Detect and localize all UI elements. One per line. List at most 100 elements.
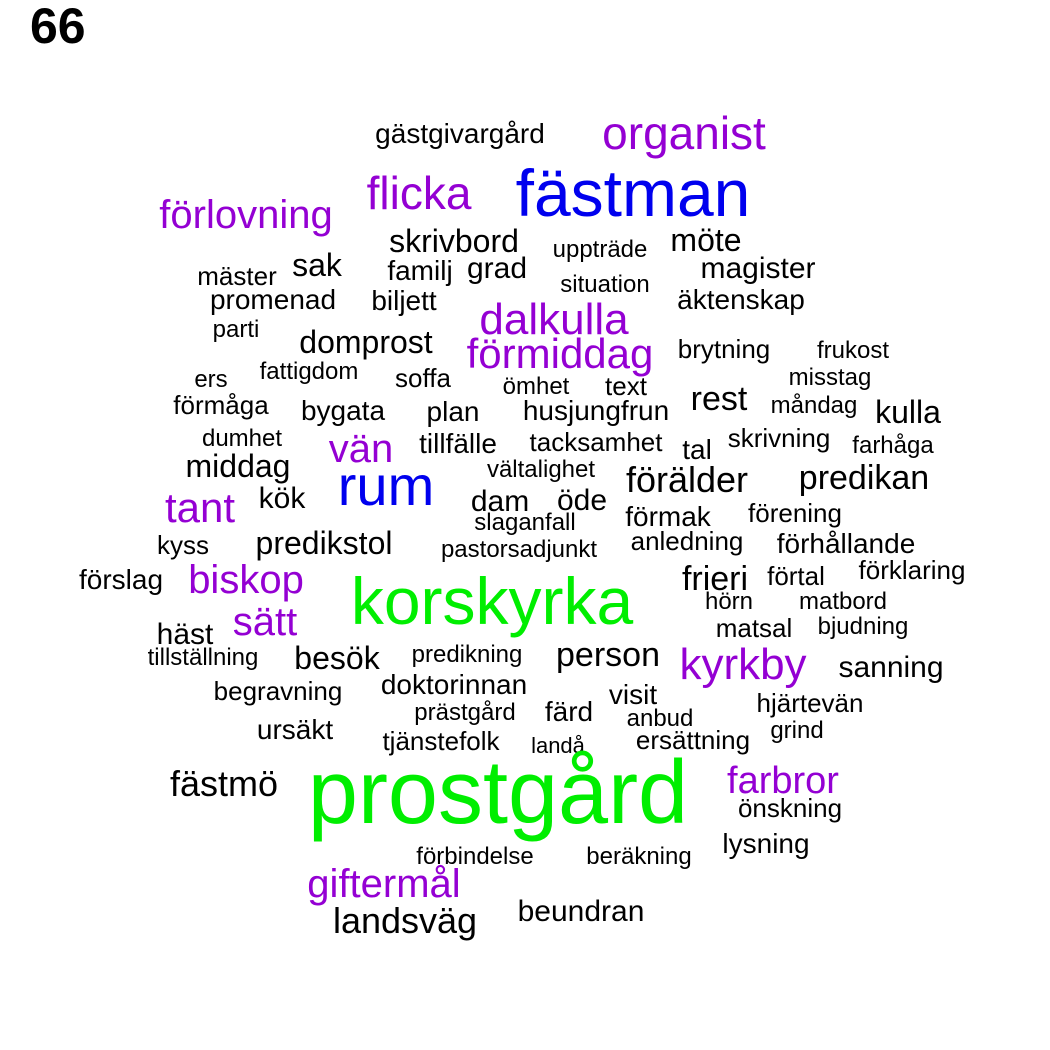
word-plan: plan [426,396,480,427]
word-upptrade: uppträde [552,236,648,263]
word-forlovning: förlovning [159,193,333,237]
word-foralder: förälder [625,459,749,500]
word-fattigdom: fattigdom [259,358,359,385]
word-brytning: brytning [677,334,771,364]
word-kyrkby: kyrkby [679,640,807,689]
word-farbror: farbror [727,760,839,802]
word-forslag: förslag [78,564,164,595]
word-frukost: frukost [816,337,890,364]
word-omhet: ömhet [502,373,570,400]
word-promenad: promenad [209,284,337,315]
word-fortal: förtal [767,561,825,591]
word-landa: landå [531,733,585,758]
word-doktorinnan: doktorinnan [380,669,528,700]
word-forbindelse: förbindelse [416,843,534,870]
word-begravning: begravning [213,676,343,706]
word-grind: grind [770,717,824,744]
word-ursakt: ursäkt [256,714,334,745]
word-fastman: fästman [515,156,751,230]
word-kok: kök [258,482,306,515]
word-master: mäster [197,261,277,291]
word-hast: häst [156,618,214,651]
word-anledning: anledning [630,526,744,556]
word-mote: möte [670,222,742,258]
word-ers: ers [194,366,228,393]
word-parti: parti [212,316,260,343]
word-ode: öde [556,484,608,517]
word-organist: organist [602,107,766,159]
word-frieri: frieri [681,560,749,598]
word-forklaring: förklaring [858,555,966,585]
word-mandag: måndag [770,392,858,419]
word-gastgivargard: gästgivargård [375,118,545,149]
word-dalkulla: dalkulla [479,295,629,344]
word-slaganfall: slaganfall [474,509,576,536]
word-predikstol: predikstol [255,525,393,561]
word-magister: magister [700,252,816,285]
word-beundran: beundran [517,895,645,928]
word-fard: färd [544,696,594,727]
word-pastorsadjunkt: pastorsadjunkt [440,536,598,563]
word-sak: sak [292,247,342,283]
word-biljett: biljett [371,285,437,316]
word-flicka: flicka [366,167,472,219]
word-onskning: önskning [737,793,843,823]
word-tillstallning: tillställning [147,644,259,671]
word-bygata: bygata [300,395,386,426]
word-misstag: misstag [788,364,872,391]
word-rum: rum [337,454,435,517]
word-lysning: lysning [722,828,810,859]
word-predikning: predikning [411,641,523,668]
word-anbud: anbud [626,705,694,732]
word-giftermal: giftermål [307,862,461,906]
word-formak: förmak [625,501,711,532]
word-tacksamhet: tacksamhet [529,427,663,457]
word-familj: familj [387,255,453,286]
word-formaga: förmåga [173,390,269,420]
word-forening: förening [748,498,842,528]
word-satt: sätt [232,600,298,644]
word-domprost: domprost [299,324,433,360]
word-skrivbord: skrivbord [389,223,519,259]
word-dumhet: dumhet [201,425,283,452]
word-tillfalle: tillfälle [419,428,497,459]
word-prastgard: prästgård [414,699,516,726]
word-farhaga: farhåga [852,432,934,459]
word-valtalighet: vältalighet [486,456,596,483]
word-dam: dam [470,485,530,518]
word-text: text [605,371,647,401]
page-number: 66 [30,0,86,54]
word-kyss: kyss [157,530,209,560]
word-berakning: beräkning [586,843,692,870]
word-aktenskap: äktenskap [677,284,805,315]
word-ersattning: ersättning [635,725,751,755]
word-person: person [556,636,660,674]
word-prostgard: prostgård [307,743,689,843]
word-matbord: matbord [798,588,888,615]
word-tjanstefolk: tjänstefolk [382,726,500,756]
word-tant: tant [164,484,236,531]
word-visit: visit [608,679,658,710]
word-fastmo: fästmö [169,763,279,804]
word-biskop: biskop [188,558,304,602]
word-bjudning: bjudning [817,613,909,640]
word-rest: rest [690,380,748,418]
word-grad: grad [466,252,528,285]
word-van: vän [328,427,394,471]
word-skrivning: skrivning [727,423,831,453]
word-tal: tal [682,434,712,465]
word-hjartevan: hjärtevän [756,688,864,718]
word-soffa: soffa [395,363,451,393]
word-kulla: kulla [875,394,941,430]
word-situation: situation [560,271,650,298]
word-besok: besök [294,640,380,676]
word-formiddag: förmiddag [466,330,654,377]
word-predikan: predikan [798,459,930,497]
word-husjungfrun: husjungfrun [522,395,670,426]
word-forhallande: förhållande [776,528,916,559]
word-landsvag: landsväg [332,900,478,941]
word-matsal: matsal [715,613,793,643]
word-korskyrka: korskyrka [350,564,634,638]
word-middag: middag [185,448,291,484]
